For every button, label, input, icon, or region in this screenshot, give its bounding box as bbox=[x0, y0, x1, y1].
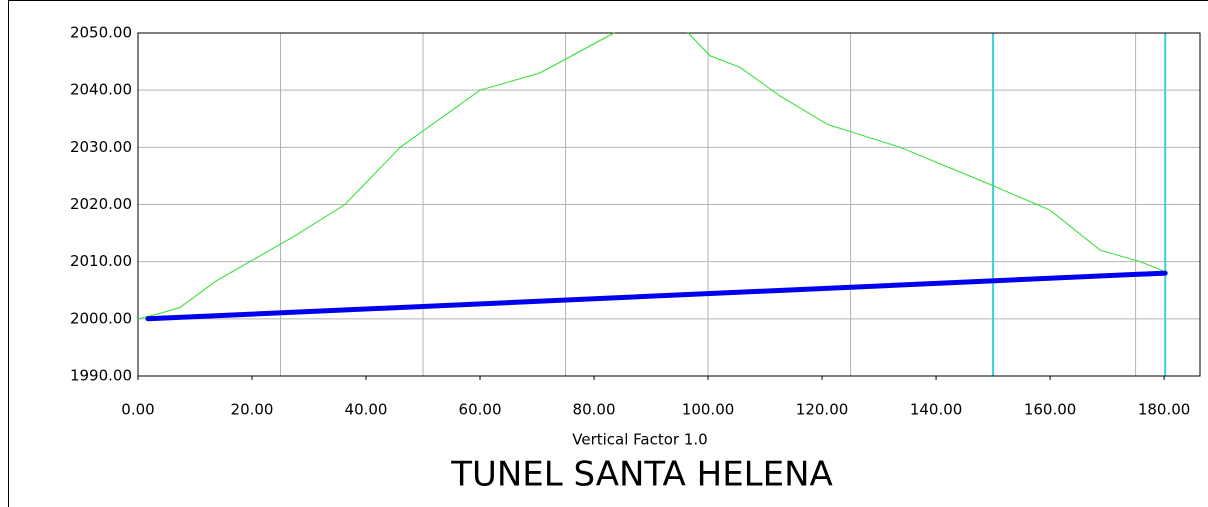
x-tick-label: 180.00 bbox=[1138, 401, 1191, 419]
subtitle: Vertical Factor 1.0 bbox=[572, 431, 707, 449]
x-tick-label: 0.00 bbox=[121, 401, 154, 419]
x-tick-label: 120.00 bbox=[796, 401, 849, 419]
x-tick-label: 80.00 bbox=[573, 401, 616, 419]
series-line bbox=[137, 32, 1166, 320]
y-tick-label: 2020.00 bbox=[70, 195, 132, 213]
y-tick-label: 2040.00 bbox=[70, 81, 132, 99]
y-tick-label: 1990.00 bbox=[70, 367, 132, 385]
y-tick-label: 2010.00 bbox=[70, 252, 132, 270]
plot-frame bbox=[137, 32, 1201, 377]
x-tick-label: 60.00 bbox=[459, 401, 502, 419]
y-tick-label: 2030.00 bbox=[70, 138, 132, 156]
x-tick-label: 20.00 bbox=[231, 401, 274, 419]
x-tick-label: 100.00 bbox=[682, 401, 735, 419]
chart-title: TUNEL SANTA HELENA bbox=[450, 455, 833, 495]
y-tick-label: 2000.00 bbox=[70, 309, 132, 327]
y-tick-label: 2050.00 bbox=[70, 24, 132, 42]
x-tick-label: 40.00 bbox=[345, 401, 388, 419]
series-line bbox=[145, 270, 1168, 322]
x-tick-label: 140.00 bbox=[910, 401, 963, 419]
x-tick-label: 160.00 bbox=[1024, 401, 1077, 419]
